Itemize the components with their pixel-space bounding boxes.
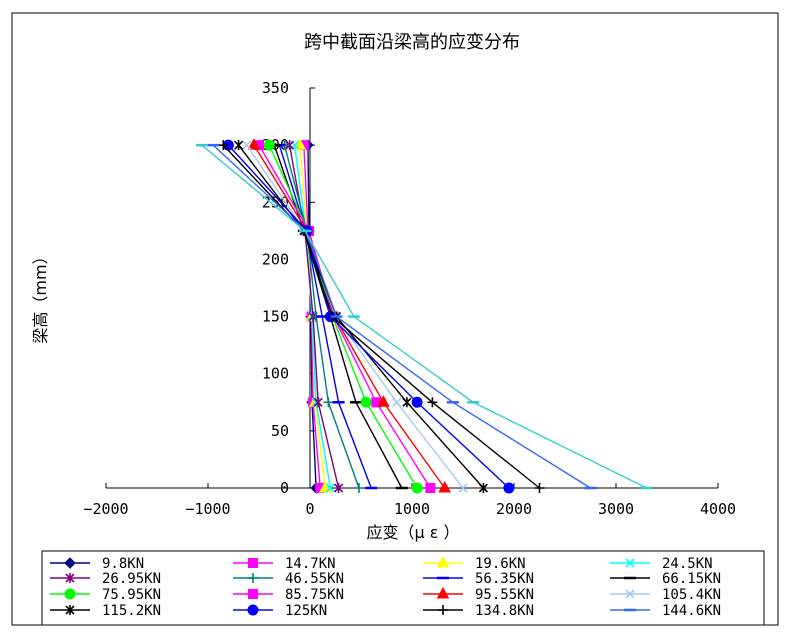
legend-item: 75.95KN (50, 587, 161, 603)
legend-label: 19.6KN (475, 556, 526, 572)
legend-label: 9.8KN (102, 556, 144, 572)
x-tick-label: 0 (305, 500, 314, 518)
legend-marker (247, 604, 259, 616)
data-point (503, 482, 515, 494)
legend-item: 66.15KN (610, 571, 721, 587)
y-tick-label: 100 (262, 365, 289, 383)
data-point (478, 483, 488, 493)
legend-marker (64, 588, 76, 600)
data-point (534, 483, 545, 493)
y-tick-label: 200 (262, 250, 289, 268)
legend-label: 66.15KN (662, 571, 721, 587)
legend-label: 26.95KN (102, 571, 161, 587)
y-tick-label: 0 (280, 479, 289, 497)
y-tick-label: 150 (262, 308, 289, 326)
legend-marker (64, 557, 76, 569)
legend-marker (65, 605, 75, 615)
data-point (325, 483, 335, 493)
legend-marker (625, 558, 635, 568)
data-point (377, 395, 390, 407)
legend-marker (248, 573, 258, 583)
x-axis-label: 应变（μ ε ） (366, 523, 459, 542)
data-point (438, 480, 451, 493)
series-group (195, 138, 653, 494)
x-tick-label: 3000 (598, 500, 634, 518)
legend-item: 115.2KN (50, 603, 161, 619)
legend-marker (436, 586, 450, 599)
legend-label: 46.55KN (285, 571, 344, 587)
legend-label: 24.5KN (662, 556, 713, 572)
legend-item: 9.8KN (50, 556, 144, 572)
data-point (411, 396, 423, 408)
data-point (425, 483, 436, 493)
legend-label: 105.4KN (662, 587, 721, 603)
x-tick-label: 2000 (496, 500, 532, 518)
data-point (458, 483, 468, 493)
series-6 (279, 140, 364, 493)
legend-item: 95.55KN (423, 586, 534, 603)
y-tick-label: 50 (271, 422, 289, 440)
legend-marker (65, 573, 75, 583)
legend-marker (248, 558, 258, 568)
legend-item: 19.6KN (423, 555, 526, 572)
y-axis-label: 梁高（mm） (31, 248, 50, 343)
data-point (392, 397, 402, 407)
x-tick-label: 1000 (394, 500, 430, 518)
legend-label: 85.75KN (285, 587, 344, 603)
legend: 9.8KN 14.7KN 19.6KN 24.5KN 26.95KN 46.55KN 56.… (41, 550, 765, 626)
data-point (402, 397, 412, 408)
legend-item: 24.5KN (610, 556, 713, 572)
legend-label: 14.7KN (285, 556, 336, 572)
legend-marker (625, 589, 635, 599)
data-point (313, 397, 323, 408)
data-point (323, 397, 334, 408)
legend-label: 144.6KN (662, 603, 721, 619)
legend-label: 125KN (285, 603, 327, 619)
data-point (360, 396, 372, 408)
legend-label: 115.2KN (102, 603, 161, 619)
data-point (353, 483, 364, 493)
x-tick-label: −2000 (83, 500, 128, 518)
y-tick-label: 350 (262, 79, 289, 97)
data-point (427, 397, 438, 408)
legend-label: 95.55KN (475, 587, 534, 603)
chart-border (11, 12, 779, 626)
legend-item: 26.95KN (50, 571, 161, 587)
series-17 (195, 143, 653, 490)
legend-item: 14.7KN (233, 556, 336, 572)
x-tick-label: 4000 (700, 500, 736, 518)
legend-item: 46.55KN (233, 571, 344, 587)
x-tick-label: −1000 (185, 500, 230, 518)
data-point (242, 140, 252, 150)
data-point (263, 139, 275, 151)
legend-item: 144.6KN (610, 603, 721, 619)
legend-item: 85.75KN (233, 587, 344, 603)
chart-title: 跨中截面沿梁高的应变分布 (304, 32, 520, 53)
legend-label: 56.35KN (475, 571, 534, 587)
legend-item: 125KN (233, 603, 327, 619)
axes: −2000 −1000 0 1000 2000 3000 40000501001502002… (83, 79, 736, 518)
data-point (411, 482, 423, 494)
legend-item: 134.8KN (423, 603, 534, 619)
legend-marker (438, 605, 448, 615)
legend-item: 105.4KN (610, 587, 721, 603)
legend-item: 56.35KN (423, 571, 534, 587)
legend-marker (248, 589, 258, 599)
data-point (333, 483, 344, 493)
data-point (247, 138, 261, 150)
data-point (285, 140, 295, 151)
legend-label: 75.95KN (102, 587, 161, 603)
legend-label: 134.8KN (475, 603, 534, 619)
data-point (218, 140, 229, 151)
data-point (234, 140, 244, 151)
legend-marker (436, 555, 450, 568)
